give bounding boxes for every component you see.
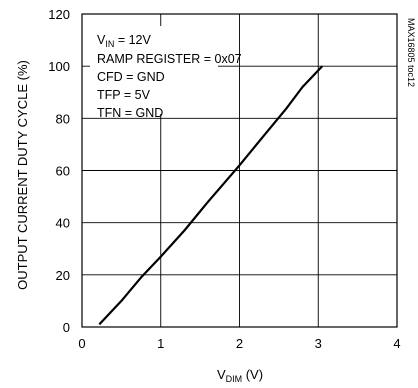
- figure-tag: MAX16805 toc12: [406, 18, 416, 87]
- y-axis-label: OUTPUT CURRENT DUTY CYCLE (%): [15, 60, 30, 290]
- y-tick-label: 60: [56, 164, 70, 179]
- annotation-vin-rest: = 12V: [114, 33, 151, 47]
- series-line: [98, 65, 323, 326]
- annotation-ramp: RAMP REGISTER = 0x07: [97, 52, 242, 66]
- annotation-vin-sub: IN: [105, 39, 114, 49]
- annotation-tfp: TFP = 5V: [97, 88, 151, 102]
- annotation-tfn: TFN = GND: [97, 106, 163, 120]
- y-tick-label: 80: [56, 111, 70, 126]
- plot-frame: [81, 13, 398, 328]
- x-axis-label: VDIM (V): [217, 367, 263, 384]
- x-axis-label-unit: (V): [242, 367, 263, 382]
- y-tick-label: 0: [63, 320, 70, 335]
- y-tick-label: 40: [56, 216, 70, 231]
- x-tick-label: 3: [315, 336, 322, 351]
- x-axis-ticks: 0 1 2 3 4: [78, 336, 400, 351]
- annotation-vin: VIN = 12V: [97, 33, 151, 49]
- y-axis-ticks: 0 20 40 60 80 100 120: [48, 7, 70, 335]
- annotation-cfd: CFD = GND: [97, 70, 165, 84]
- annotation-vin-main: V: [97, 33, 106, 47]
- y-tick-label: 100: [48, 59, 70, 74]
- x-tick-label: 4: [393, 336, 400, 351]
- grid: [82, 14, 397, 327]
- x-tick-label: 1: [157, 336, 164, 351]
- y-tick-label: 20: [56, 268, 70, 283]
- x-tick-label: 0: [78, 336, 85, 351]
- annotation-backdrop: [90, 26, 218, 114]
- y-tick-label: 120: [48, 7, 70, 22]
- x-axis-label-sub: DIM: [226, 374, 243, 384]
- x-tick-label: 2: [236, 336, 243, 351]
- x-axis-label-main: V: [217, 367, 226, 382]
